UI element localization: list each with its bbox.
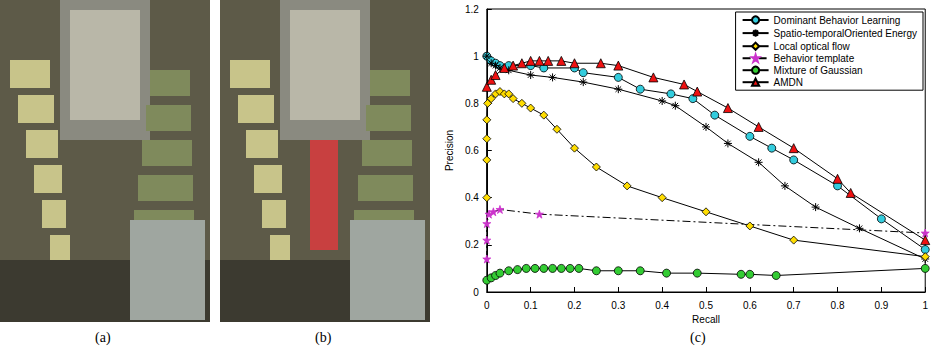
svg-text:1: 1 bbox=[922, 300, 928, 311]
svg-text:0.4: 0.4 bbox=[465, 192, 479, 203]
svg-text:0.8: 0.8 bbox=[465, 98, 479, 109]
svg-text:0: 0 bbox=[473, 287, 479, 298]
svg-text:0.4: 0.4 bbox=[655, 300, 669, 311]
svg-text:Recall: Recall bbox=[692, 314, 720, 325]
html-text:(b): (b) bbox=[315, 330, 332, 345]
svg-text:Mixture of Gaussian: Mixture of Gaussian bbox=[774, 65, 863, 76]
svg-text:Spatio-temporalOriented Energy: Spatio-temporalOriented Energy bbox=[774, 28, 917, 39]
svg-text:Precision: Precision bbox=[444, 130, 455, 171]
svg-text:0.6: 0.6 bbox=[465, 145, 479, 156]
svg-text:0.1: 0.1 bbox=[524, 300, 538, 311]
svg-text:Behavior template: Behavior template bbox=[774, 53, 855, 64]
svg-text:0.2: 0.2 bbox=[568, 300, 582, 311]
svg-text:0: 0 bbox=[484, 300, 490, 311]
svg-text:0.3: 0.3 bbox=[611, 300, 625, 311]
svg-text:Local optical flow: Local optical flow bbox=[774, 41, 851, 52]
svg-text:Dominant Behavior Learning: Dominant Behavior Learning bbox=[774, 15, 901, 26]
html-text:(c): (c) bbox=[690, 330, 706, 345]
svg-text:0.9: 0.9 bbox=[874, 300, 888, 311]
html-text:(a): (a) bbox=[95, 330, 111, 345]
svg-text:AMDN: AMDN bbox=[774, 77, 803, 88]
svg-text:0.8: 0.8 bbox=[831, 300, 845, 311]
svg-text:0.6: 0.6 bbox=[743, 300, 757, 311]
svg-text:0.5: 0.5 bbox=[699, 300, 713, 311]
svg-text:1.2: 1.2 bbox=[465, 4, 479, 15]
svg-text:1: 1 bbox=[473, 51, 479, 62]
svg-text:0.7: 0.7 bbox=[787, 300, 801, 311]
svg-text:0.2: 0.2 bbox=[465, 239, 479, 250]
